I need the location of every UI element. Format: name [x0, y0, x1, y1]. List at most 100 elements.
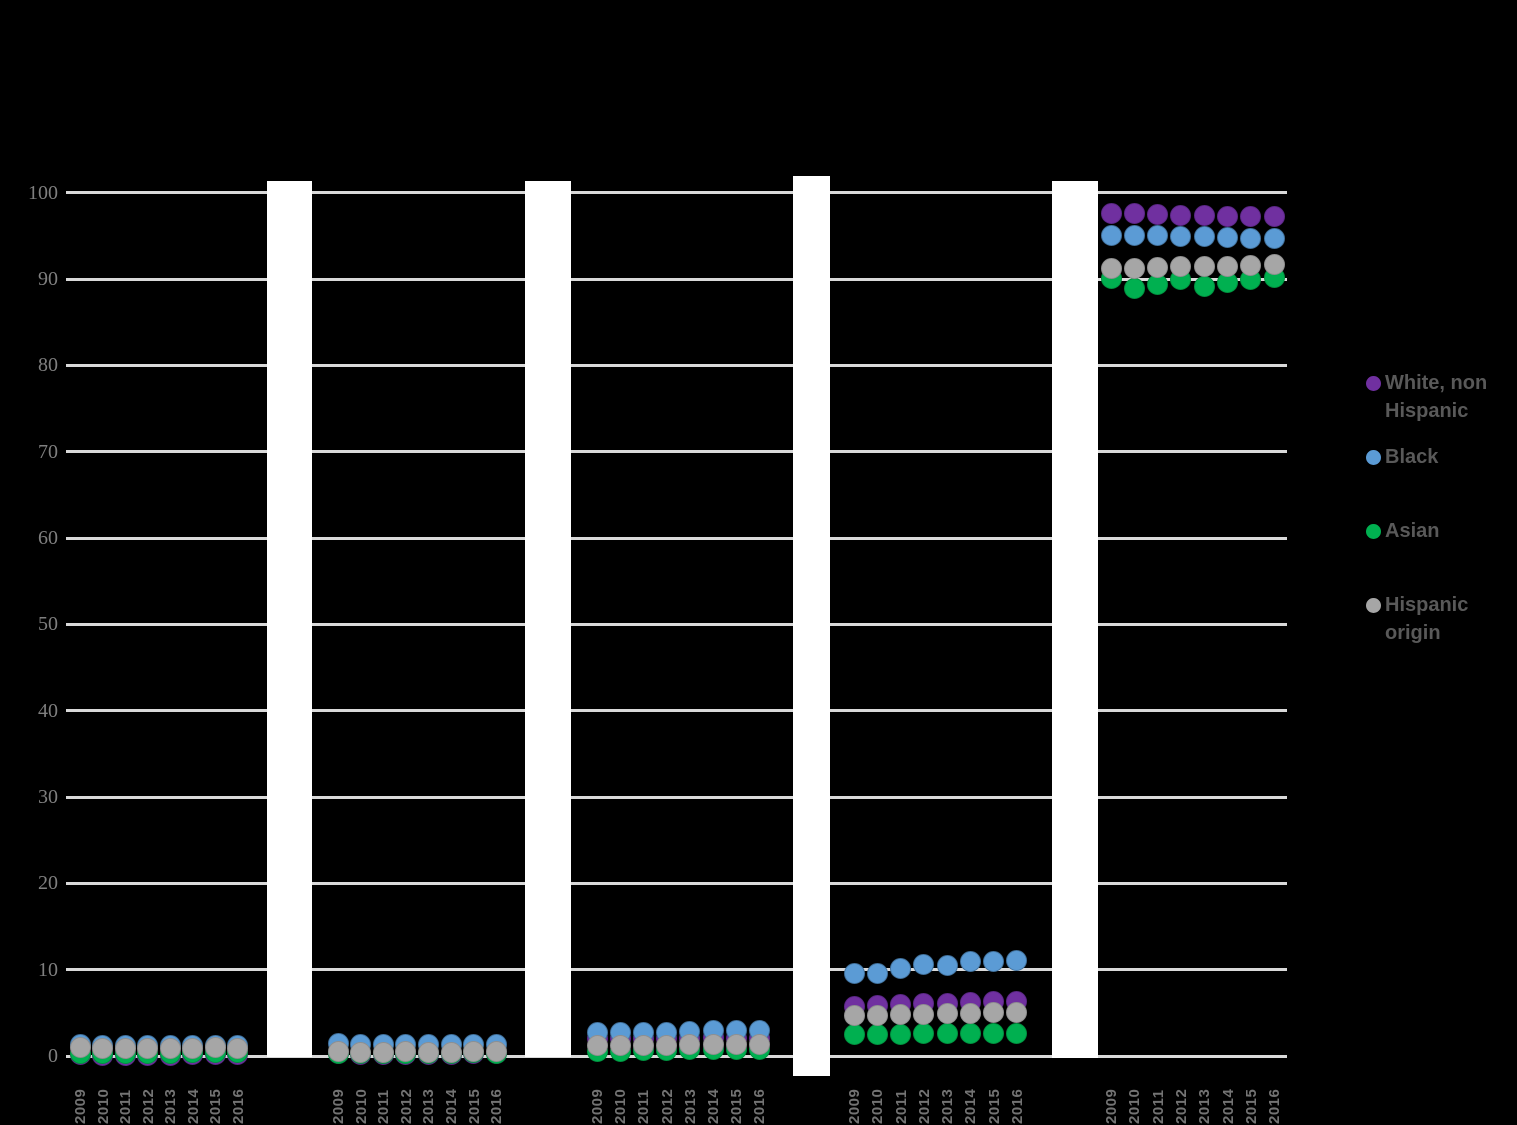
x-axis-tick-label: 2015 [728, 1088, 746, 1124]
data-point [1123, 202, 1145, 224]
x-axis-tick-label: 2011 [375, 1089, 393, 1124]
x-axis-tick-label: 2013 [681, 1088, 699, 1124]
data-point [327, 1041, 349, 1063]
data-point [1217, 205, 1238, 227]
data-point [1193, 226, 1215, 248]
data-point [227, 1037, 248, 1059]
data-point [1147, 257, 1169, 279]
x-axis-tick-label: 2015 [985, 1088, 1003, 1124]
data-point [632, 1035, 654, 1057]
legend-label: Hispanic origin [1385, 594, 1469, 644]
legend-label: Asian [1385, 520, 1440, 542]
data-point [463, 1041, 485, 1063]
x-axis-tick-label: 2012 [397, 1088, 415, 1124]
data-point [1263, 206, 1285, 228]
y-axis-tick-label: 100 [28, 181, 58, 204]
x-axis-tick-label: 2009 [330, 1088, 347, 1124]
data-point [983, 1023, 1004, 1045]
data-point [959, 951, 981, 973]
legend-item-hispanic-origin: Hispanic origin [1366, 591, 1505, 647]
x-axis-tick-label: 2011 [1149, 1089, 1167, 1124]
data-point [114, 1037, 136, 1059]
legend-item-black: Black [1366, 443, 1505, 471]
x-axis-tick-label: 2010 [352, 1088, 370, 1124]
data-point [1240, 254, 1262, 276]
y-axis-tick-label: 50 [38, 613, 58, 636]
gridline-60 [66, 536, 1287, 540]
x-axis-tick-label: 2016 [488, 1088, 506, 1124]
x-axis-tick-label: 2014 [705, 1088, 722, 1124]
x-axis-tick-label: 2013 [1196, 1088, 1214, 1124]
data-point [1217, 227, 1238, 249]
legend-label: White, non Hispanic [1385, 372, 1488, 422]
data-point [890, 1004, 911, 1026]
data-point [936, 1003, 958, 1025]
y-axis-tick-label: 70 [38, 440, 58, 463]
data-point [69, 1036, 91, 1058]
black-marker-icon [1366, 450, 1381, 465]
x-axis-tick-label: 2016 [751, 1088, 769, 1124]
data-point [1217, 255, 1238, 277]
data-point [137, 1037, 158, 1059]
data-point [702, 1034, 724, 1056]
data-point [440, 1041, 462, 1063]
x-axis-tick-label: 2013 [939, 1088, 956, 1124]
x-axis-tick-label: 2011 [635, 1089, 653, 1124]
x-axis-tick-label: 2012 [139, 1088, 157, 1124]
data-point [725, 1034, 747, 1056]
y-axis-tick-label: 40 [38, 699, 58, 722]
data-point [417, 1041, 439, 1063]
x-axis-tick-label: 2015 [465, 1088, 483, 1124]
data-point [890, 1023, 911, 1045]
x-axis-tick-label: 2011 [892, 1089, 910, 1124]
data-point [866, 1004, 888, 1026]
x-axis-tick-label: 2009 [72, 1088, 89, 1124]
data-point [1147, 203, 1169, 225]
data-point [890, 958, 911, 980]
x-axis-tick-label: 2009 [846, 1088, 863, 1124]
x-axis-tick-label: 2014 [443, 1088, 460, 1124]
data-point [485, 1041, 507, 1063]
data-point [656, 1035, 678, 1057]
data-point [959, 1023, 981, 1045]
gridline-50 [66, 622, 1287, 626]
data-point [159, 1037, 181, 1059]
data-point [1123, 258, 1145, 280]
data-point [609, 1035, 631, 1057]
data-point [983, 950, 1004, 972]
x-axis-tick-label: 2016 [229, 1088, 247, 1124]
data-point [182, 1037, 203, 1059]
x-axis-tick-label: 2015 [207, 1088, 224, 1124]
y-axis-tick-label: 30 [38, 786, 58, 808]
data-point [1006, 1002, 1028, 1024]
x-axis-tick-label: 2014 [184, 1088, 202, 1124]
panel-separator-1 [267, 181, 312, 1057]
x-axis-tick-label: 2010 [1126, 1088, 1144, 1124]
data-point [1263, 227, 1285, 249]
data-point [843, 1004, 865, 1026]
x-axis-tick-label: 2010 [869, 1088, 887, 1124]
data-point [913, 953, 935, 975]
data-point [983, 1002, 1004, 1024]
data-point [1240, 206, 1262, 228]
white-non-hispanic-marker-icon [1366, 376, 1381, 391]
y-axis-tick-label: 80 [38, 354, 58, 377]
data-point [1147, 225, 1169, 247]
gridline-20 [66, 881, 1287, 885]
x-axis-tick-label: 2011 [117, 1089, 134, 1124]
data-point [748, 1034, 770, 1056]
data-point [1170, 204, 1192, 226]
legend-label: Black [1385, 446, 1439, 468]
gridline-30 [66, 795, 1287, 799]
y-axis-tick-label: 90 [38, 268, 58, 291]
x-axis-tick-label: 2009 [589, 1088, 606, 1124]
data-point [1123, 224, 1145, 246]
asian-marker-icon [1366, 524, 1381, 539]
x-axis-tick-label: 2014 [962, 1088, 980, 1124]
x-axis-tick-label: 2014 [1219, 1088, 1237, 1124]
y-axis-tick-label: 60 [38, 527, 58, 550]
gridline-0 [66, 1054, 1287, 1058]
data-point [1240, 227, 1262, 249]
gridline-10 [66, 968, 1287, 972]
